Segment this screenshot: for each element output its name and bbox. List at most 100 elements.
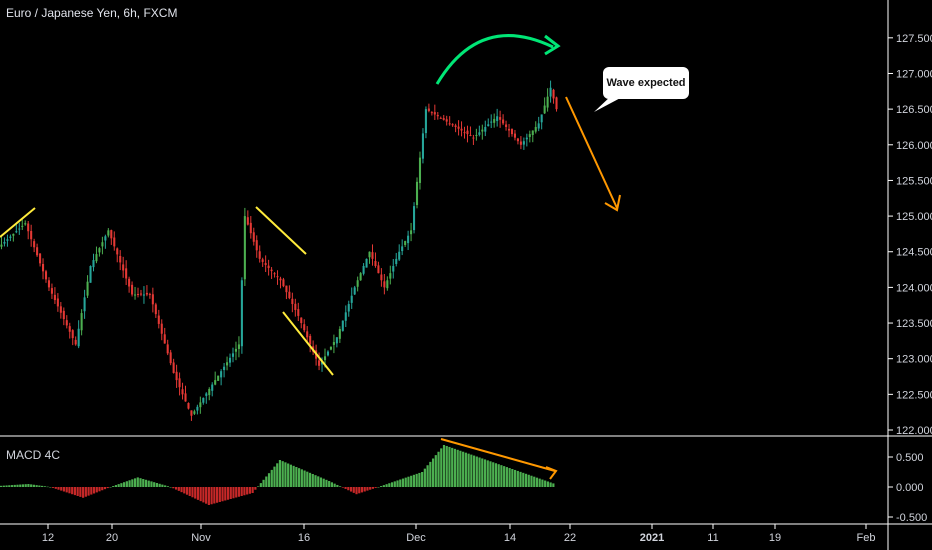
candle bbox=[12, 233, 15, 242]
candle bbox=[404, 240, 407, 247]
candle bbox=[383, 273, 386, 295]
candle bbox=[101, 236, 104, 255]
macd-bar bbox=[306, 471, 309, 487]
candle bbox=[267, 259, 270, 276]
candle bbox=[24, 220, 27, 226]
macd-bar bbox=[196, 487, 200, 500]
candle bbox=[356, 276, 359, 292]
candle bbox=[145, 285, 148, 297]
macd-bar bbox=[311, 474, 314, 487]
candle bbox=[347, 300, 350, 317]
macd-bar bbox=[453, 448, 457, 487]
candle bbox=[344, 305, 347, 328]
macd-bar bbox=[533, 476, 536, 487]
candle bbox=[365, 258, 368, 268]
macd-bar bbox=[377, 487, 380, 488]
macd-bar bbox=[442, 445, 446, 487]
macd-bar bbox=[429, 461, 432, 487]
candle bbox=[231, 347, 235, 363]
candle bbox=[502, 114, 505, 126]
candle bbox=[537, 116, 540, 132]
candle bbox=[454, 123, 457, 133]
candle bbox=[478, 125, 481, 137]
macd-bar bbox=[284, 462, 287, 487]
candle bbox=[104, 234, 107, 249]
macd-bar bbox=[503, 466, 506, 487]
macd-bar bbox=[489, 461, 492, 487]
curved-arrow-green-head bbox=[544, 34, 561, 56]
macd-bar bbox=[2, 485, 5, 487]
macd-bar bbox=[125, 481, 128, 487]
candle bbox=[181, 382, 184, 400]
macd-bar bbox=[120, 483, 123, 487]
macd-bar bbox=[336, 484, 339, 487]
candle bbox=[148, 292, 151, 299]
macd-bar bbox=[535, 477, 539, 487]
candle bbox=[395, 252, 398, 267]
candle bbox=[300, 317, 303, 329]
candle bbox=[279, 276, 282, 289]
candle bbox=[436, 111, 439, 120]
macd-bar bbox=[459, 450, 462, 487]
candle bbox=[77, 320, 80, 349]
candle bbox=[329, 346, 332, 351]
macd-bar bbox=[8, 485, 11, 487]
macd-bar bbox=[478, 457, 481, 487]
candle bbox=[178, 372, 181, 396]
macd-bar bbox=[117, 484, 120, 487]
macd-bar bbox=[16, 484, 19, 487]
curved-arrow-green bbox=[435, 34, 554, 85]
candle bbox=[377, 261, 380, 274]
price-tick-label: 122.500 bbox=[896, 389, 932, 401]
candle bbox=[359, 272, 362, 281]
macd-bar bbox=[87, 487, 90, 496]
candle bbox=[460, 121, 463, 137]
candle bbox=[122, 256, 125, 278]
candle bbox=[472, 134, 475, 145]
macd-bar bbox=[142, 479, 145, 487]
macd-bar bbox=[451, 447, 454, 487]
candle bbox=[0, 236, 3, 250]
candle bbox=[142, 286, 145, 304]
time-tick-label: Nov bbox=[191, 532, 211, 544]
candle bbox=[53, 287, 56, 304]
candle bbox=[513, 129, 517, 141]
macd-bar bbox=[73, 487, 77, 496]
macd-bar bbox=[380, 486, 383, 487]
candle bbox=[211, 382, 214, 397]
macd-bar bbox=[68, 487, 71, 494]
candle bbox=[374, 252, 377, 268]
candle bbox=[288, 285, 291, 300]
macd-bar bbox=[57, 487, 60, 490]
time-tick-label: 19 bbox=[769, 532, 781, 544]
candle bbox=[30, 224, 33, 247]
macd-bar bbox=[133, 478, 137, 487]
candle bbox=[380, 268, 383, 287]
macd-bar bbox=[287, 463, 290, 487]
candle bbox=[166, 339, 169, 356]
wave-expected-callout: Wave expected bbox=[603, 67, 689, 99]
macd-bar bbox=[418, 472, 421, 487]
macd-bar bbox=[103, 487, 107, 490]
candle bbox=[407, 230, 410, 251]
candle bbox=[505, 120, 508, 131]
candle bbox=[543, 97, 546, 114]
macd-bar bbox=[500, 465, 503, 487]
channel-upper-line bbox=[255, 206, 307, 255]
macd-bar bbox=[407, 476, 410, 487]
candle bbox=[525, 133, 528, 147]
macd-tick-label: 0.000 bbox=[896, 482, 924, 494]
candle bbox=[546, 88, 549, 112]
macd-bar bbox=[54, 487, 57, 489]
macd-bar bbox=[32, 484, 35, 487]
candle bbox=[202, 397, 205, 405]
candle bbox=[353, 285, 356, 295]
macd-tick-label: -0.500 bbox=[896, 512, 927, 524]
macd-bar bbox=[98, 487, 101, 492]
candle bbox=[74, 336, 77, 346]
candle bbox=[421, 128, 424, 164]
macd-bar bbox=[183, 487, 186, 494]
macd-bar bbox=[423, 468, 426, 487]
arrow-down-orange-head bbox=[604, 194, 621, 212]
